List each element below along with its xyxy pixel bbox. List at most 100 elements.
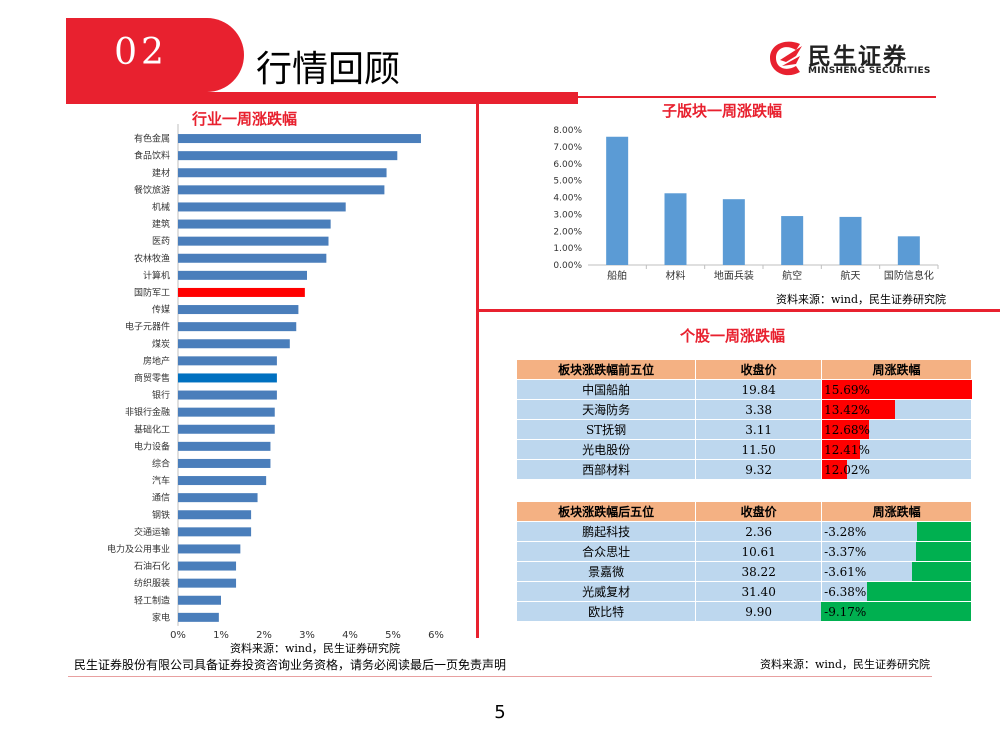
- table-row: 合众思壮 10.61 -3.37%: [515, 541, 972, 562]
- stock-price: 19.84: [695, 379, 823, 400]
- logo-name-en: MINSHENG SECURITIES: [808, 66, 931, 76]
- stock-price: 9.32: [695, 459, 823, 480]
- bar: [178, 595, 221, 605]
- stock-name: 光威复材: [515, 581, 697, 602]
- bar: [178, 134, 421, 144]
- category-label: 汽车: [152, 475, 170, 487]
- stock-change-cell: -3.28%: [821, 521, 972, 542]
- category-label: 材料: [666, 269, 686, 282]
- table-row: 天海防务 3.38 13.42%: [515, 399, 972, 420]
- change-bar: [822, 400, 895, 419]
- top-table-header-change: 周涨跌幅: [821, 359, 972, 380]
- category-label: 电子元器件: [125, 321, 170, 333]
- x-tick-label: 5%: [385, 630, 401, 641]
- table-row: 鹏起科技 2.36 -3.28%: [515, 521, 972, 542]
- stock-name: 鹏起科技: [515, 521, 697, 542]
- bar: [178, 578, 237, 588]
- bar: [606, 136, 629, 265]
- table-row: 中国船舶 19.84 15.69%: [515, 379, 973, 400]
- table-row: 光威复材 31.40 -6.38%: [515, 581, 972, 602]
- bar: [722, 199, 745, 265]
- category-label: 食品饮料: [134, 150, 170, 162]
- stock-name: ST抚钢: [515, 419, 697, 440]
- logo-name-cn: 民生证券: [808, 44, 908, 70]
- bar: [178, 424, 275, 434]
- section-number-tab: [66, 18, 244, 92]
- stock-change: -3.28%: [824, 524, 867, 539]
- top-table-header-price: 收盘价: [695, 359, 823, 380]
- y-tick-label: 3.00%: [553, 210, 582, 220]
- category-label: 电力设备: [134, 440, 170, 452]
- x-tick-label: 3%: [299, 630, 315, 641]
- x-tick-label: 2%: [256, 630, 272, 641]
- category-label: 房地产: [143, 355, 170, 367]
- table-row: 光电股份 11.50 12.41%: [515, 439, 972, 460]
- change-bar: [917, 522, 971, 541]
- stock-change: 13.42%: [824, 402, 870, 417]
- section-number: 02: [114, 32, 168, 73]
- stock-name: 天海防务: [515, 399, 697, 420]
- x-tick-label: 4%: [342, 630, 358, 641]
- stock-price: 2.36: [695, 521, 823, 542]
- bar: [178, 561, 237, 571]
- bar: [178, 253, 327, 263]
- bar: [178, 407, 275, 417]
- stock-name: 合众思壮: [515, 541, 697, 562]
- stock-price: 10.61: [695, 541, 823, 562]
- subsector-chart-source: 资料来源：wind，民生证券研究院: [776, 293, 947, 306]
- category-label: 非银行金融: [125, 406, 170, 418]
- stock-change-cell: 12.68%: [821, 419, 972, 440]
- bar: [178, 476, 267, 486]
- subsector-weekly-change-chart: 0.00% 1.00% 2.00% 3.00% 4.00% 5.00% 6.00% 7.00%…: [553, 126, 939, 282]
- bar: [178, 544, 241, 554]
- bar: [839, 216, 862, 265]
- category-label: 综合: [152, 457, 170, 469]
- x-tick-label: 1%: [213, 630, 229, 641]
- industry-weekly-change-chart: 有色金属食品饮料建材餐饮旅游机械建筑医药农林牧渔计算机国防军工传媒电子元器件煤炭…: [107, 124, 444, 641]
- footer-line: [68, 676, 932, 677]
- bar: [178, 202, 346, 212]
- stock-price: 3.38: [695, 399, 823, 420]
- stock-price: 31.40: [695, 581, 823, 602]
- change-bar: [866, 582, 971, 601]
- stock-name: 西部材料: [515, 459, 697, 480]
- stock-name: 欧比特: [515, 601, 697, 622]
- y-tick-label: 1.00%: [553, 244, 582, 254]
- stock-change-cell: -3.61%: [821, 561, 972, 582]
- bar: [178, 270, 307, 280]
- stock-price: 3.11: [695, 419, 823, 440]
- change-bar: [822, 460, 847, 479]
- category-label: 银行: [152, 389, 170, 401]
- top-five-table: 板块涨跌幅前五位 收盘价 周涨跌幅 中国船舶 19.84 15.69% 天海防务…: [515, 359, 973, 480]
- left-chart-title: 行业一周涨跌幅: [192, 110, 298, 128]
- bar: [178, 493, 258, 503]
- category-label: 农林牧渔: [134, 252, 170, 264]
- bar: [178, 322, 297, 332]
- change-bar: [821, 602, 971, 621]
- category-label: 机械: [152, 201, 170, 213]
- bottom-five-table: 板块涨跌幅后五位 收盘价 周涨跌幅 鹏起科技 2.36 -3.28% 合众思壮 …: [515, 501, 972, 622]
- category-label: 航空: [782, 269, 802, 282]
- page-title: 行情回顾: [256, 49, 401, 90]
- y-tick-label: 2.00%: [553, 227, 582, 237]
- stock-change: -9.17%: [824, 604, 867, 619]
- top-table-header-name: 板块涨跌幅前五位: [515, 359, 697, 380]
- y-tick-label: 0.00%: [553, 261, 582, 271]
- stock-change-cell: -3.37%: [821, 541, 972, 562]
- category-label: 交通运输: [134, 526, 170, 538]
- y-tick-label: 7.00%: [553, 143, 582, 153]
- stock-change: -3.37%: [824, 544, 867, 559]
- minsheng-logo-icon: [770, 41, 802, 76]
- tables-source: 资料来源：wind，民生证券研究院: [760, 658, 931, 671]
- stock-change-cell: 15.69%: [821, 379, 973, 400]
- category-label: 餐饮旅游: [134, 184, 170, 196]
- page-number: 5: [494, 702, 506, 723]
- bottom-table-header-name: 板块涨跌幅后五位: [515, 501, 697, 522]
- stock-change: -3.61%: [824, 564, 867, 579]
- stock-change: -6.38%: [824, 584, 867, 599]
- bar: [178, 287, 305, 297]
- change-bar: [822, 380, 973, 399]
- category-label: 建筑: [152, 218, 170, 230]
- bar: [178, 151, 398, 161]
- stock-change-cell: 12.02%: [821, 459, 972, 480]
